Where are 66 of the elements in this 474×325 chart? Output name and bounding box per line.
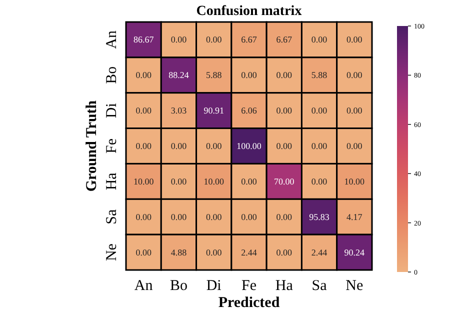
data-label: 0.00 (136, 247, 152, 258)
data-label: 0.00 (241, 70, 258, 80)
y-tick-label: An (104, 30, 120, 49)
data-label: 10.00 (204, 176, 224, 186)
data-label: 2.44 (241, 247, 258, 258)
data-label: 0.00 (311, 106, 328, 116)
data-label: 6.67 (241, 34, 258, 45)
data-label: 0.00 (241, 176, 258, 186)
data-label: 90.91 (204, 106, 224, 116)
data-label: 0.00 (206, 247, 222, 258)
data-label: 10.00 (344, 176, 366, 186)
x-axis-title: Predicted (218, 295, 280, 311)
data-label: 0.00 (241, 212, 258, 222)
data-label: 2.44 (311, 247, 328, 258)
data-label: 3.03 (170, 106, 188, 116)
data-label: 0.00 (276, 247, 293, 258)
data-label: 0.00 (311, 34, 328, 45)
data-label: 95.83 (309, 212, 330, 222)
data-label: 4.17 (346, 212, 363, 222)
data-label: 100.00 (236, 141, 262, 151)
data-label: 5.88 (206, 70, 222, 80)
x-tick-label: An (134, 278, 154, 294)
data-label: 5.88 (311, 70, 328, 80)
data-label: 86.67 (133, 34, 154, 45)
data-label: 0.00 (170, 141, 188, 151)
y-tick-label: Bo (104, 66, 120, 84)
data-label: 70.00 (274, 176, 295, 186)
data-label: 0.00 (346, 106, 363, 116)
data-label: 0.00 (170, 176, 188, 186)
y-tick-label: Fe (104, 138, 120, 154)
data-label: 0.00 (206, 34, 222, 45)
x-tick-label: Ne (346, 278, 364, 294)
data-label: 6.06 (241, 106, 258, 116)
data-label: 0.00 (276, 106, 293, 116)
y-tick-label: Di (104, 103, 120, 118)
data-label: 0.00 (311, 176, 328, 186)
data-label: 88.24 (168, 70, 190, 80)
data-label: 0.00 (170, 34, 188, 45)
y-tick-label: Ha (104, 172, 120, 190)
data-label: 4.88 (170, 247, 188, 258)
data-label: 0.00 (276, 141, 293, 151)
x-tick-label: Ha (275, 278, 294, 294)
chart-title: Confusion matrix (196, 4, 302, 19)
data-label: 0.00 (136, 141, 152, 151)
data-label: 0.00 (206, 141, 222, 151)
data-label: 0.00 (136, 212, 152, 222)
data-label: 0.00 (346, 34, 363, 45)
x-tick-label: Sa (312, 278, 328, 294)
x-tick-label: Di (206, 278, 222, 294)
data-label: 0.00 (170, 212, 188, 222)
data-label: 0.00 (276, 70, 293, 80)
y-tick-label: Ne (104, 243, 120, 262)
data-label: 0.00 (346, 70, 363, 80)
x-tick-label: Fe (242, 278, 257, 294)
data-label: 0.00 (276, 212, 293, 222)
x-tick-label: Bo (170, 278, 188, 294)
data-label: 0.00 (311, 141, 328, 151)
data-label: 0.00 (136, 70, 152, 80)
data-label: 90.24 (344, 247, 366, 258)
data-label: 0.00 (136, 106, 152, 116)
data-label: 0.00 (206, 212, 222, 222)
data-label: 0.00 (346, 141, 363, 151)
data-label: 10.00 (133, 176, 154, 186)
data-label: 6.67 (276, 34, 293, 45)
y-tick-label: Sa (104, 209, 120, 224)
y-axis-title: Ground Truth (84, 100, 100, 192)
